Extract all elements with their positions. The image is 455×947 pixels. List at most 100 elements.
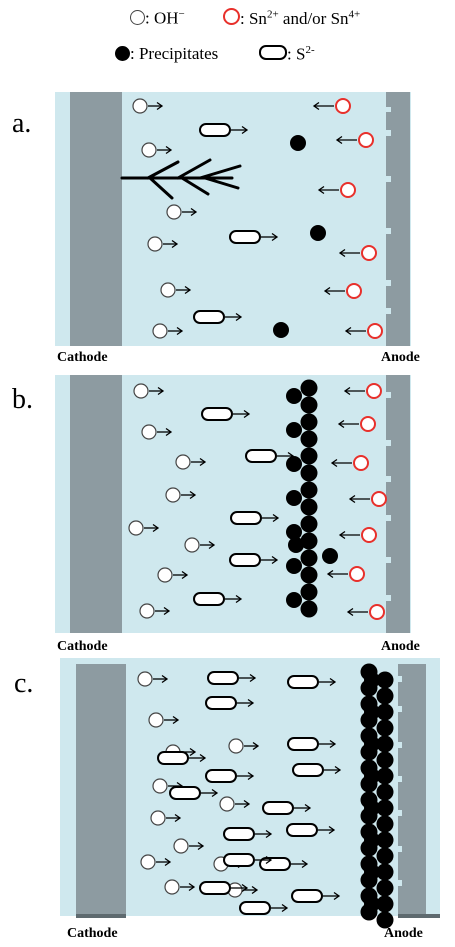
arrow-head: [243, 409, 251, 419]
arrow-head: [163, 606, 171, 616]
arrow-head: [329, 739, 337, 749]
anode-electrode: [398, 664, 426, 914]
sulfide-ion: [157, 751, 189, 765]
precipitate: [376, 671, 394, 689]
hydroxide-ion: [166, 204, 182, 220]
legend-sn-sup2: 4+: [348, 8, 361, 21]
sulfide-ion: [199, 123, 231, 137]
sulfide-ion: [223, 827, 255, 841]
tin-ion: [367, 323, 383, 339]
anode-pit: [396, 880, 402, 886]
arrow-head: [343, 386, 351, 396]
sulfide-ion: [239, 901, 271, 915]
anode-pit: [385, 440, 391, 446]
hydroxide-ion: [128, 520, 144, 536]
legend-oh-label: : OH: [145, 8, 179, 28]
arrow-head: [317, 185, 325, 195]
hydroxide-ion: [137, 671, 153, 687]
hydroxide-ion: [147, 236, 163, 252]
sulfide-ion: [292, 763, 324, 777]
sulfide-ion: [287, 675, 319, 689]
precipitate-icon: [115, 46, 130, 61]
arrow-head: [189, 747, 197, 757]
arrow-head: [189, 490, 197, 500]
arrow-head: [211, 788, 219, 798]
anode-pit: [385, 392, 391, 398]
precipitate: [376, 831, 394, 849]
sulfide-ion: [245, 449, 277, 463]
precipitate: [376, 735, 394, 753]
arrow-head: [199, 753, 207, 763]
precipitate: [300, 481, 318, 499]
anode-pit: [385, 557, 391, 563]
tin-ion: [361, 527, 377, 543]
arrow-head: [165, 427, 173, 437]
precipitate: [376, 687, 394, 705]
sulfide-ion: [205, 696, 237, 710]
panel-letter-c: c.: [14, 668, 34, 699]
precipitate: [376, 703, 394, 721]
arrow-head: [252, 741, 260, 751]
arrow-head: [301, 859, 309, 869]
hydroxide-ion: [141, 142, 157, 158]
precipitate: [286, 558, 302, 574]
precipitate: [310, 225, 326, 241]
arrow-head: [152, 523, 160, 533]
sulfide-ion: [193, 310, 225, 324]
precipitate: [286, 388, 302, 404]
tin-ion: [371, 491, 387, 507]
arrow-head: [176, 326, 184, 336]
precipitate: [300, 600, 318, 618]
arrow-head: [199, 457, 207, 467]
precipitate: [376, 911, 394, 929]
anode-pit: [385, 476, 391, 482]
hydroxide-ion: [139, 603, 155, 619]
precipitate: [360, 711, 378, 729]
precipitate: [273, 322, 289, 338]
precipitate: [300, 532, 318, 550]
arrow-head: [208, 540, 216, 550]
legend-s-label: : S: [287, 44, 306, 64]
precipitate: [376, 751, 394, 769]
legend-precip-label: : Precipitates: [130, 44, 219, 63]
sn-ion-icon: [223, 8, 240, 25]
sulfide-ion: [201, 407, 233, 421]
precipitate: [376, 783, 394, 801]
arrow-head: [181, 570, 189, 580]
arrow-head: [164, 857, 172, 867]
arrow-head: [312, 101, 320, 111]
dendrite: [120, 158, 242, 200]
sulfide-ion: [193, 592, 225, 606]
hydroxide-ion: [164, 879, 180, 895]
anode-pit: [385, 130, 391, 136]
arrow-head: [247, 698, 255, 708]
anode-label-a: Anode: [381, 350, 420, 365]
arrow-head: [326, 569, 334, 579]
arrow-head: [335, 135, 343, 145]
precipitate: [300, 430, 318, 448]
precipitate: [286, 524, 302, 540]
precipitate: [300, 379, 318, 397]
arrow-head: [346, 607, 354, 617]
cathode-electrode: [70, 92, 122, 346]
precipitate: [300, 583, 318, 601]
precipitate: [300, 413, 318, 431]
precipitate: [360, 871, 378, 889]
panel-b: [55, 375, 411, 633]
legend-sn-label: : Sn: [240, 9, 267, 28]
precipitate: [376, 767, 394, 785]
cathode-base: [76, 914, 126, 918]
arrow-head: [338, 248, 346, 258]
tin-ion: [358, 132, 374, 148]
legend-s-sup: 2-: [305, 44, 315, 56]
anode-electrode: [386, 375, 410, 633]
arrow-head: [157, 386, 165, 396]
panel-a: [55, 92, 411, 346]
legend-sn-mid: and/or Sn: [278, 9, 349, 28]
cathode-electrode: [76, 664, 126, 914]
anode-pit: [396, 810, 402, 816]
arrow-head: [265, 855, 273, 865]
sulfide-ion: [229, 230, 261, 244]
legend-hydroxide: : OH−: [130, 8, 185, 29]
